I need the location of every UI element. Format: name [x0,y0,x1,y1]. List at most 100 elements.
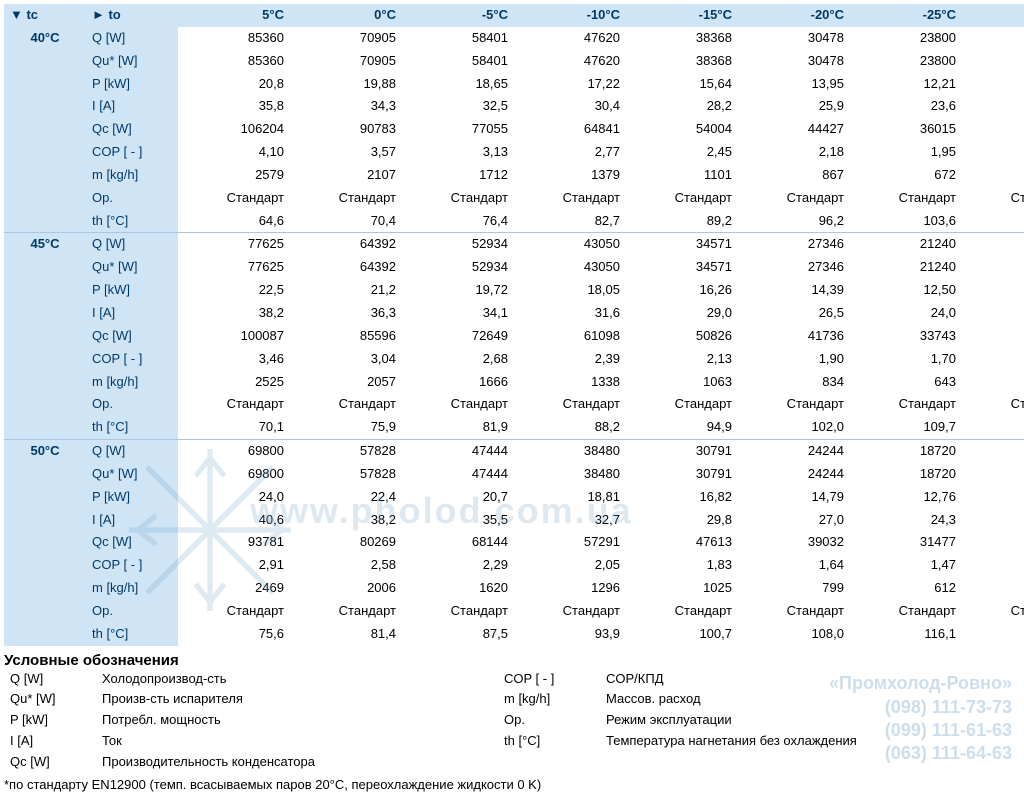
data-cell: 2,18 [738,141,850,164]
data-cell: 36015 [850,118,962,141]
data-cell: 81,4 [290,623,402,646]
data-cell: 58401 [402,50,514,73]
data-cell: 64392 [290,256,402,279]
data-cell: 1620 [402,577,514,600]
data-cell: 24,3 [850,509,962,532]
param-label: m [kg/h] [86,577,178,600]
data-cell: 19,88 [290,73,402,96]
table-row: Qc [W]1000878559672649610985082641736337… [4,325,1024,348]
data-cell: 31477 [850,531,962,554]
data-cell: 82,7 [514,210,626,233]
table-row: Qc [W]9378180269681445729147613390323147… [4,531,1024,554]
param-label: Qu* [W] [86,256,178,279]
table-row: m [kg/h]25252057166613381063834643485 [4,371,1024,394]
data-cell: 70905 [290,50,402,73]
data-cell: 21240 [850,256,962,279]
legend-desc: Потребл. мощность [96,710,498,731]
legend-desc: Массов. расход [600,689,1024,710]
data-cell: 16130 [962,233,1024,256]
param-label: Qc [W] [86,118,178,141]
data-cell: 102,0 [738,416,850,439]
data-cell: 14105 [962,463,1024,486]
data-cell: 1,74 [962,141,1024,164]
data-cell: Стандарт [290,187,402,210]
data-cell: 1,83 [626,554,738,577]
data-cell: Стандарт [962,393,1024,416]
table-row: I [A]40,638,235,532,729,827,024,321,9 [4,509,1024,532]
data-cell: Стандарт [626,187,738,210]
data-cell: Стандарт [402,393,514,416]
data-cell: 103,6 [850,210,962,233]
data-cell: 34571 [626,256,738,279]
data-cell: 458 [962,577,1024,600]
data-cell: 27346 [738,256,850,279]
data-cell: 77625 [178,256,290,279]
param-label: P [kW] [86,279,178,302]
data-cell: 834 [738,371,850,394]
data-cell: 47444 [402,463,514,486]
data-cell: 21,7 [962,302,1024,325]
table-row: th [°C]75,681,487,593,9100,7108,0116,112… [4,623,1024,646]
data-cell: 69800 [178,440,290,463]
data-cell: 3,46 [178,348,290,371]
data-cell: 2,13 [626,348,738,371]
data-cell: Стандарт [290,393,402,416]
data-cell: 36,3 [290,302,402,325]
legend-row: P [kW]Потребл. мощностьOp.Режим эксплуат… [4,710,1024,731]
temp-header: 5°C [178,4,290,27]
param-label: th [°C] [86,623,178,646]
legend-symbol: Op. [498,710,600,731]
data-cell: 85596 [290,325,402,348]
data-cell: 14,79 [738,486,850,509]
temp-header: -5°C [402,4,514,27]
data-cell: 18720 [850,440,962,463]
data-cell: 34,1 [402,302,514,325]
data-cell: 80269 [290,531,402,554]
data-cell: 52934 [402,233,514,256]
data-cell: 27346 [738,233,850,256]
data-cell: 2,58 [290,554,402,577]
legend-desc: Ток [96,731,498,752]
data-cell: 21,9 [962,509,1024,532]
table-row: P [kW]22,521,219,7218,0516,2614,3912,501… [4,279,1024,302]
data-cell: 23800 [850,27,962,50]
data-cell: 1,52 [962,348,1024,371]
data-cell: 26,5 [738,302,850,325]
data-cell: 1025 [626,577,738,600]
data-cell: 18720 [850,463,962,486]
data-cell: 10,65 [962,279,1024,302]
data-cell: 18199 [962,27,1024,50]
legend-desc: Производительность конденсатора [96,752,498,773]
table-row: Qu* [W]698005782847444384803079124244187… [4,463,1024,486]
data-cell: 38480 [514,440,626,463]
legend-desc: Режим эксплуатации [600,710,1024,731]
data-cell: 87,5 [402,623,514,646]
data-cell: 511 [962,164,1024,187]
data-cell: Стандарт [626,393,738,416]
table-row: Op.СтандартСтандартСтандартСтандартСтанд… [4,187,1024,210]
table-row: COP [ - ]3,463,042,682,392,131,901,701,5… [4,348,1024,371]
data-cell: 109,7 [850,416,962,439]
data-cell: 30478 [738,27,850,50]
data-cell: 100,7 [626,623,738,646]
legend-desc: Произв-сть испарителя [96,689,498,710]
legend-symbol: P [kW] [4,710,96,731]
temp-header: -25°C [850,4,962,27]
data-cell: 15,64 [626,73,738,96]
data-cell: 1338 [514,371,626,394]
data-cell: 1101 [626,164,738,187]
data-cell: 57828 [290,440,402,463]
footnote: *по стандарту EN12900 (темп. всасываемых… [4,777,1024,792]
temp-header: -20°C [738,4,850,27]
data-cell: 111,9 [962,210,1024,233]
table-row: 45°CQ [W]7762564392529344305034571273462… [4,233,1024,256]
data-cell: 93781 [178,531,290,554]
data-cell: 1379 [514,164,626,187]
data-cell: 54004 [626,118,738,141]
data-cell: 38368 [626,50,738,73]
data-cell: 34571 [626,233,738,256]
data-cell: 64392 [290,233,402,256]
param-label: Qu* [W] [86,463,178,486]
data-cell: 12,50 [850,279,962,302]
data-cell: 57291 [514,531,626,554]
